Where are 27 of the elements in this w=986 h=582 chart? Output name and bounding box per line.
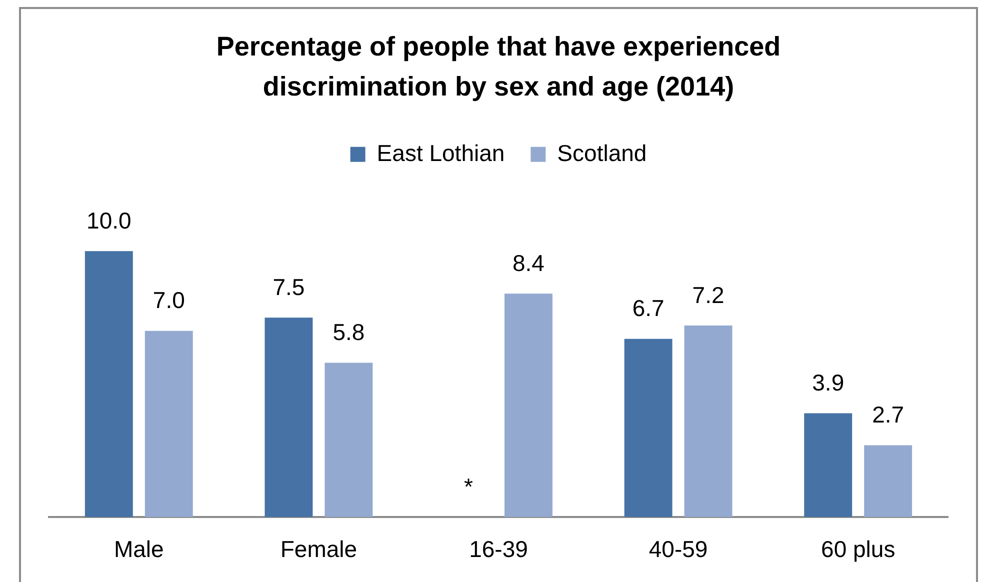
- text: *: [464, 473, 473, 500]
- data-label: 10.0: [86, 207, 132, 234]
- bar: [264, 318, 313, 517]
- bar: [144, 330, 193, 517]
- x-tick-label: 40-59: [648, 536, 708, 562]
- bar: [84, 251, 133, 517]
- x-tick-label: Female: [280, 536, 358, 562]
- legend-label: East Lothian: [376, 140, 505, 166]
- bar: [804, 413, 852, 517]
- chart-title: Percentage of people that have experienced discrimination by sex and age (2014): [216, 31, 781, 102]
- x-tick-label: 16-39: [469, 536, 528, 562]
- data-label: 8.4: [512, 250, 545, 276]
- data-label: 2.7: [872, 402, 904, 428]
- data-label: 7.5: [272, 274, 305, 300]
- data-label: 3.9: [812, 370, 844, 396]
- data-label: 5.8: [332, 319, 365, 346]
- data-label: 6.7: [632, 295, 664, 322]
- bar: [684, 326, 732, 517]
- data-label: 7.0: [152, 287, 185, 314]
- x-tick-label: 60 plus: [821, 536, 896, 562]
- data-label: 7.2: [692, 282, 724, 308]
- x-tick-label: Male: [114, 536, 164, 562]
- bar: [864, 445, 912, 517]
- legend-label: Scotland: [557, 140, 647, 166]
- bar: [624, 338, 672, 517]
- bar: [324, 362, 373, 517]
- bar: [504, 294, 552, 517]
